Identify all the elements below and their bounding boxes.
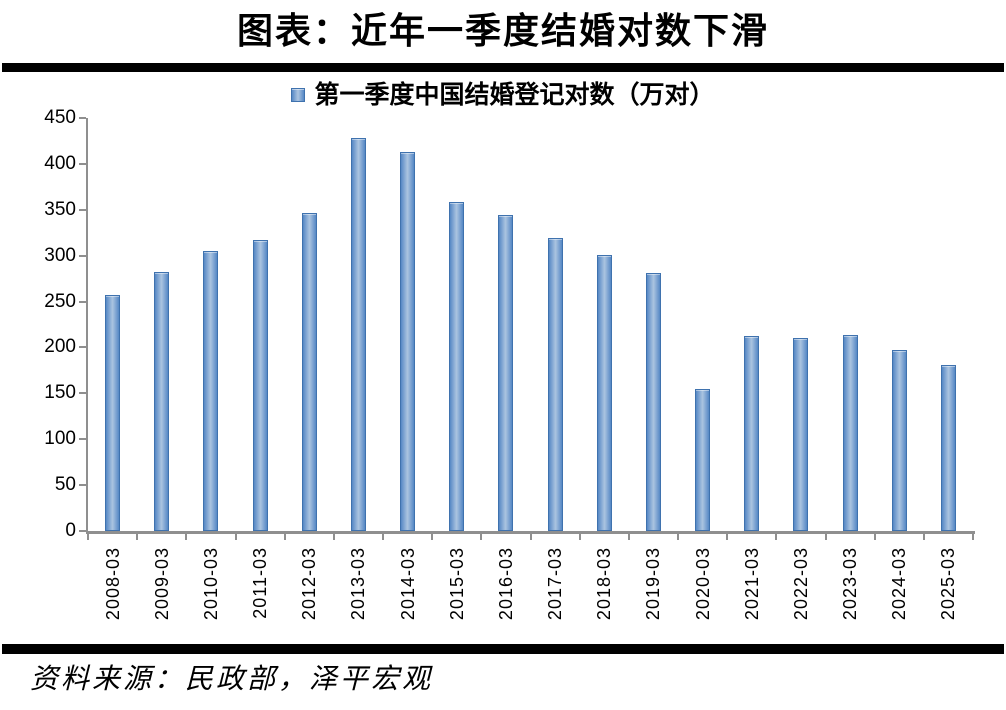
x-axis-tick-label: 2012-03 <box>299 547 320 621</box>
y-axis-tick-mark <box>79 484 86 487</box>
y-axis-tick-mark <box>79 346 86 349</box>
x-axis-tick-label: 2015-03 <box>446 547 467 621</box>
bar-2022-03 <box>793 338 809 531</box>
legend: 第一季度中国结婚登记对数（万对） <box>0 80 1006 110</box>
x-axis-tick-mark <box>578 534 581 540</box>
x-axis-tick-mark <box>627 534 630 540</box>
y-axis-tick-mark <box>79 117 86 119</box>
y-axis-tick-label: 450 <box>44 107 76 128</box>
x-axis-tick-mark <box>873 534 876 540</box>
bar-2018-03 <box>596 255 612 531</box>
y-axis-tick-label: 0 <box>65 520 76 541</box>
x-axis-tick-label: 2010-03 <box>200 547 221 621</box>
x-axis-tick-label: 2022-03 <box>790 547 811 621</box>
x-axis-tick-label: 2014-03 <box>397 547 418 621</box>
bar-2014-03 <box>400 152 416 531</box>
bar-2024-03 <box>891 350 907 531</box>
x-axis-tick-label: 2009-03 <box>151 547 172 621</box>
x-axis-tick-mark <box>136 534 139 540</box>
y-axis-tick-mark <box>79 254 86 257</box>
x-axis-tick-mark <box>775 534 778 540</box>
y-axis-tick-mark <box>79 438 86 441</box>
bar-2017-03 <box>547 238 563 531</box>
legend-label: 第一季度中国结婚登记对数（万对） <box>314 80 715 109</box>
x-axis-tick-label: 2025-03 <box>938 547 959 621</box>
y-axis-tick-mark <box>79 208 86 211</box>
y-axis-line <box>86 118 88 534</box>
x-axis-tick-mark <box>332 534 335 540</box>
x-axis-tick-label: 2013-03 <box>348 547 369 621</box>
x-axis-tick-mark <box>431 534 434 540</box>
top-divider <box>2 63 1004 72</box>
y-axis-tick-label: 50 <box>54 474 76 496</box>
y-axis-tick-mark <box>79 162 86 165</box>
bar-2016-03 <box>498 215 514 531</box>
bar-2019-03 <box>645 273 661 531</box>
bar-2025-03 <box>940 365 956 531</box>
y-axis-tick-label: 400 <box>44 152 76 174</box>
bar-2009-03 <box>154 272 170 531</box>
x-axis-tick-mark <box>824 534 827 540</box>
x-axis-tick-label: 2016-03 <box>495 547 516 621</box>
x-axis-tick-label: 2018-03 <box>594 547 615 621</box>
bar-2008-03 <box>105 295 121 531</box>
x-axis-tick-mark <box>234 534 237 540</box>
y-axis-tick-label: 300 <box>44 244 76 266</box>
x-axis-tick-label: 2019-03 <box>643 547 664 621</box>
x-axis-tick-mark <box>283 534 286 540</box>
legend-marker-icon <box>291 88 306 102</box>
x-axis-tick-mark <box>185 534 188 540</box>
bottom-divider <box>2 644 1004 654</box>
bar-2015-03 <box>449 202 465 531</box>
bar-2011-03 <box>252 240 268 531</box>
x-axis-tick-mark <box>726 534 729 540</box>
x-axis-tick-label: 2011-03 <box>250 547 271 619</box>
y-axis-tick-label: 200 <box>44 336 76 358</box>
bar-2020-03 <box>695 389 711 531</box>
x-axis-tick-label: 2008-03 <box>102 547 123 621</box>
x-axis-tick-mark <box>922 534 925 540</box>
y-axis-tick-label: 250 <box>44 290 76 312</box>
bar-2023-03 <box>842 335 858 531</box>
x-axis-tick-mark <box>972 534 974 540</box>
x-axis-tick-mark <box>677 534 679 540</box>
x-axis-tick-label: 2021-03 <box>741 547 762 621</box>
x-axis-tick-label: 2020-03 <box>692 547 713 621</box>
chart-title: 图表：近年一季度结婚对数下滑 <box>236 10 769 52</box>
x-axis-tick-mark <box>87 534 89 540</box>
x-axis-tick-mark <box>529 534 532 540</box>
y-axis-tick-label: 100 <box>44 428 76 450</box>
y-axis-tick-mark <box>79 530 86 532</box>
x-axis-tick-label: 2024-03 <box>889 547 910 621</box>
bar-2010-03 <box>203 251 219 531</box>
y-axis-tick-label: 350 <box>44 198 76 220</box>
bar-2013-03 <box>350 138 366 531</box>
x-axis-tick-label: 2017-03 <box>545 547 566 621</box>
bar-2021-03 <box>744 336 760 531</box>
y-axis-tick-label: 150 <box>44 382 76 404</box>
x-axis-tick-mark <box>480 534 483 540</box>
y-axis-tick-mark <box>79 392 86 395</box>
x-axis-tick-label: 2023-03 <box>840 547 861 621</box>
x-axis-tick-mark <box>382 534 384 540</box>
y-axis-tick-mark <box>79 300 86 303</box>
source-note: 资料来源：民政部，泽平宏观 <box>30 662 434 695</box>
bar-2012-03 <box>301 213 317 531</box>
x-axis-line <box>86 531 975 534</box>
